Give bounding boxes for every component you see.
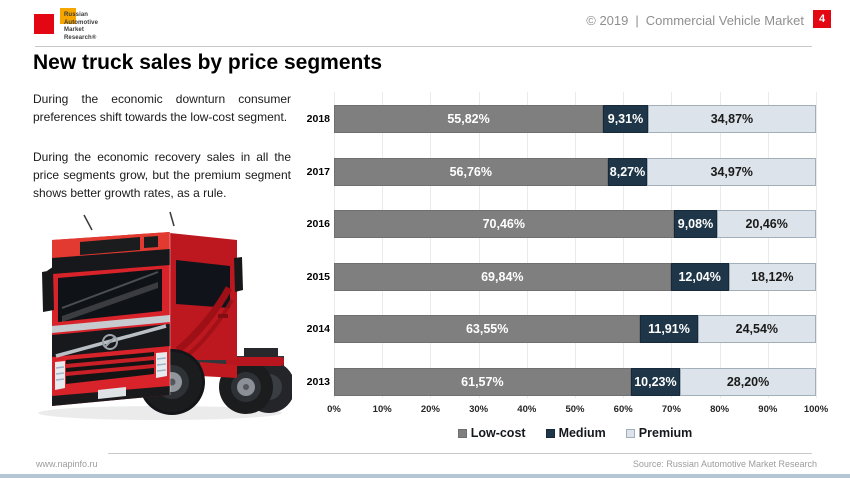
gridline xyxy=(575,92,576,398)
bar-segment-medium: 10,23% xyxy=(630,367,681,396)
axis-tick: 30% xyxy=(469,404,489,415)
legend-marker-low-cost xyxy=(457,428,467,438)
bar-segment-premium: 34,87% xyxy=(647,105,816,133)
axis-tick: 90% xyxy=(758,404,778,415)
logo-orange-square-icon xyxy=(60,8,76,24)
truck-illustration xyxy=(38,211,295,420)
legend-item-medium: Medium xyxy=(545,426,606,440)
gridline xyxy=(719,92,721,398)
axis-tick: 100% xyxy=(803,404,829,415)
footer-divider xyxy=(108,453,812,454)
bar-segment-premium: 20,46% xyxy=(717,210,816,238)
year-label: 2017 xyxy=(306,165,330,178)
axis-tick: 0% xyxy=(327,404,341,415)
legend-marker-medium xyxy=(545,428,555,438)
bar-segment-low-cost: 69,84% xyxy=(334,262,671,291)
chart-legend: Low-cost Medium Premium xyxy=(334,426,816,440)
chart-row: 2013 61,57% 10,23% 28,20% xyxy=(302,367,816,396)
bar-segment-premium: 34,97% xyxy=(647,157,816,186)
bar-segment-medium: 9,08% xyxy=(673,210,718,238)
header-separator: | xyxy=(635,13,639,28)
header-divider xyxy=(35,46,812,47)
footer-website: www.napinfo.ru xyxy=(36,459,98,469)
bar-segment-medium: 8,27% xyxy=(607,157,648,186)
gridline xyxy=(430,92,432,398)
page-number-badge: 4 xyxy=(813,10,831,28)
chart-row: 2016 70,46% 9,08% 20,46% xyxy=(302,210,816,238)
bar-track: 63,55% 11,91% 24,54% xyxy=(334,315,816,343)
logo-text-line: Russian xyxy=(64,12,89,18)
bar-segment-low-cost: 55,82% xyxy=(334,105,604,133)
chart-gridlines xyxy=(334,92,817,398)
chart-axis: 0% 10% 20% 30% 40% 50% 60% 70% 80% 90% 100% xyxy=(327,404,828,418)
legend-marker-premium xyxy=(625,428,635,438)
chart-row: 2017 56,76% 8,27% 34,97% xyxy=(302,157,816,186)
legend-item-premium: Premium xyxy=(625,426,693,440)
axis-tick: 50% xyxy=(565,404,585,415)
truck-image xyxy=(22,210,295,425)
page-title: New truck sales by price segments xyxy=(33,51,382,74)
price-segments-chart: 2018 55,82% 9,31% 34,87% 2017 56,76% 8,27% 34,9… xyxy=(302,92,828,448)
footer-source: Source: Russian Automotive Market Resear… xyxy=(632,459,817,469)
axis-tick: 80% xyxy=(710,404,730,415)
gridline xyxy=(478,92,480,398)
axis-tick: 20% xyxy=(420,404,440,415)
chart-rows: 2018 55,82% 9,31% 34,87% 2017 56,76% 8,27% 34,9… xyxy=(302,105,816,420)
bar-track: 56,76% 8,27% 34,97% xyxy=(334,157,816,186)
year-label: 2015 xyxy=(306,270,330,283)
bar-track: 61,57% 10,23% 28,20% xyxy=(334,367,816,396)
logo-text-line: Research® xyxy=(64,34,97,41)
bar-segment-premium: 24,54% xyxy=(697,315,816,343)
gridline xyxy=(767,92,769,398)
bar-segment-medium: 9,31% xyxy=(603,105,648,133)
bottom-accent-bar xyxy=(0,474,850,478)
gridline xyxy=(816,92,817,398)
bar-segment-low-cost: 61,57% xyxy=(334,367,631,396)
logo-text-line: Market xyxy=(64,27,84,33)
commentary-paragraph-2: During the economic recovery sales in al… xyxy=(33,150,291,200)
year-label: 2013 xyxy=(306,375,330,388)
bar-segment-medium: 11,91% xyxy=(640,315,698,343)
chart-row: 2015 69,84% 12,04% 18,12% xyxy=(302,262,816,291)
chart-row: 2014 63,55% 11,91% 24,54% xyxy=(302,315,816,343)
logo-text: Russian Automotive Market Research® xyxy=(64,12,98,42)
bar-track: 69,84% 12,04% 18,12% xyxy=(334,262,816,291)
commentary-paragraph-1: During the economic downturn consumer pr… xyxy=(33,92,291,124)
logo-text-line: Automotive xyxy=(64,19,98,26)
legend-label: Low-cost xyxy=(470,426,526,440)
company-logo: Russian Automotive Market Research® xyxy=(34,6,164,46)
axis-tick: 60% xyxy=(613,404,633,415)
legend-item-low-cost: Low-cost xyxy=(457,426,526,440)
gridline xyxy=(334,92,335,398)
axis-tick: 40% xyxy=(517,404,537,415)
legend-label: Medium xyxy=(558,426,606,440)
commentary: During the economic downturn consumer pr… xyxy=(33,90,291,224)
year-label: 2014 xyxy=(306,323,330,335)
bar-track: 70,46% 9,08% 20,46% xyxy=(334,210,816,238)
gridline xyxy=(623,92,625,398)
gridline xyxy=(671,92,673,398)
bar-segment-medium: 12,04% xyxy=(670,262,729,291)
bar-track: 55,82% 9,31% 34,87% xyxy=(334,105,816,133)
year-label: 2018 xyxy=(306,113,330,125)
report-subtitle: Commercial Vehicle Market xyxy=(645,13,804,28)
copyright-text: © 2019 xyxy=(586,13,629,28)
header-meta: © 2019 | Commercial Vehicle Market xyxy=(586,13,804,28)
year-label: 2016 xyxy=(306,218,330,230)
bar-segment-premium: 28,20% xyxy=(680,367,816,396)
legend-label: Premium xyxy=(638,426,693,440)
bar-segment-premium: 18,12% xyxy=(728,262,816,291)
bar-segment-low-cost: 70,46% xyxy=(334,210,674,238)
bar-segment-low-cost: 63,55% xyxy=(334,315,641,343)
axis-tick: 10% xyxy=(372,404,392,415)
logo-red-square-icon xyxy=(34,14,54,34)
bar-segment-low-cost: 56,76% xyxy=(334,157,608,186)
axis-tick: 70% xyxy=(661,404,681,415)
chart-row: 2018 55,82% 9,31% 34,87% xyxy=(302,105,816,133)
gridline xyxy=(526,92,528,398)
gridline xyxy=(382,92,384,398)
